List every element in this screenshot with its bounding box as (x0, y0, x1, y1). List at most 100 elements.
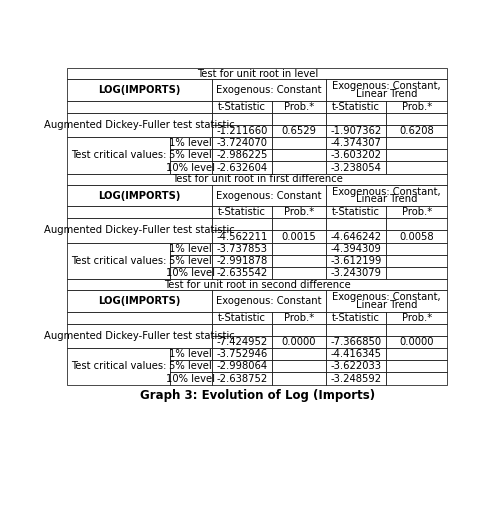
Text: Test for unit root in level: Test for unit root in level (196, 69, 317, 79)
Bar (325, 125, 386, 137)
Text: Exogenous: Constant: Exogenous: Constant (215, 191, 321, 201)
Bar (170, 161, 211, 173)
Text: 1% level: 1% level (169, 243, 212, 253)
Text: -1.907362: -1.907362 (330, 126, 381, 136)
Bar (272, 311, 325, 324)
Bar (325, 336, 386, 348)
Bar (386, 113, 446, 125)
Bar (67, 218, 211, 242)
Text: 5% level: 5% level (169, 256, 212, 266)
Bar (67, 113, 211, 137)
Text: -2.991878: -2.991878 (216, 256, 267, 266)
Bar (211, 324, 272, 336)
Text: Exogenous: Constant: Exogenous: Constant (215, 85, 321, 95)
Text: -2.998064: -2.998064 (216, 362, 267, 372)
Bar (272, 360, 325, 373)
Bar (170, 149, 211, 161)
Bar (211, 230, 272, 242)
Bar (325, 185, 446, 206)
Bar (211, 336, 272, 348)
Bar (211, 255, 272, 267)
Bar (325, 113, 386, 125)
Bar (211, 149, 272, 161)
Text: 0.6529: 0.6529 (281, 126, 316, 136)
Bar (211, 206, 272, 218)
Bar (272, 101, 325, 113)
Text: Prob.*: Prob.* (284, 313, 314, 323)
Text: 10% level: 10% level (166, 374, 215, 384)
Bar (386, 242, 446, 255)
Text: -7.366850: -7.366850 (330, 337, 381, 347)
Bar (211, 311, 272, 324)
Bar (272, 242, 325, 255)
Bar (325, 149, 386, 161)
Text: -2.635542: -2.635542 (216, 268, 267, 278)
Text: Linear Trend: Linear Trend (355, 89, 416, 99)
Bar (325, 206, 386, 218)
Text: Linear Trend: Linear Trend (355, 194, 416, 204)
Bar (386, 360, 446, 373)
Bar (386, 101, 446, 113)
Text: 10% level: 10% level (166, 162, 215, 172)
Text: Test for unit root in second difference: Test for unit root in second difference (163, 280, 350, 290)
Bar (272, 336, 325, 348)
Text: t-Statistic: t-Statistic (331, 313, 379, 323)
Text: 0.0000: 0.0000 (281, 337, 316, 347)
Bar (211, 161, 272, 173)
Bar (272, 206, 325, 218)
Text: Exogenous: Constant,: Exogenous: Constant, (331, 292, 440, 302)
Bar (67, 324, 211, 348)
Text: -4.646242: -4.646242 (330, 231, 381, 241)
Text: Augmented Dickey-Fuller test statistic: Augmented Dickey-Fuller test statistic (44, 120, 234, 130)
Bar (386, 125, 446, 137)
Bar (211, 373, 272, 385)
Bar (386, 373, 446, 385)
Text: -3.737853: -3.737853 (216, 243, 267, 253)
Text: -3.622033: -3.622033 (330, 362, 381, 372)
Bar (211, 137, 272, 149)
Bar (386, 324, 446, 336)
Bar (272, 125, 325, 137)
Text: t-Statistic: t-Statistic (331, 102, 379, 112)
Bar (211, 80, 325, 101)
Text: LOG(IMPORTS): LOG(IMPORTS) (98, 191, 180, 201)
Bar (211, 267, 272, 279)
Bar (67, 185, 211, 206)
Text: Exogenous: Constant,: Exogenous: Constant, (331, 82, 440, 92)
Text: Graph 3: Evolution of Log (Imports): Graph 3: Evolution of Log (Imports) (139, 389, 374, 402)
Bar (325, 161, 386, 173)
Text: -3.612199: -3.612199 (330, 256, 381, 266)
Text: t-Statistic: t-Statistic (217, 313, 266, 323)
Bar (211, 185, 325, 206)
Text: Prob.*: Prob.* (401, 207, 431, 217)
Bar (386, 348, 446, 360)
Bar (67, 311, 211, 324)
Bar (67, 348, 170, 385)
Bar (325, 373, 386, 385)
Bar (67, 279, 446, 290)
Bar (386, 149, 446, 161)
Text: Exogenous: Constant: Exogenous: Constant (215, 296, 321, 306)
Text: t-Statistic: t-Statistic (217, 207, 266, 217)
Bar (170, 348, 211, 360)
Text: -4.374307: -4.374307 (330, 138, 381, 148)
Bar (211, 218, 272, 230)
Text: Augmented Dickey-Fuller test statistic: Augmented Dickey-Fuller test statistic (44, 331, 234, 341)
Text: LOG(IMPORTS): LOG(IMPORTS) (98, 85, 180, 95)
Text: 10% level: 10% level (166, 268, 215, 278)
Bar (272, 324, 325, 336)
Bar (386, 206, 446, 218)
Bar (67, 290, 211, 311)
Bar (325, 360, 386, 373)
Bar (272, 137, 325, 149)
Text: Linear Trend: Linear Trend (355, 300, 416, 310)
Bar (325, 101, 386, 113)
Bar (325, 324, 386, 336)
Text: 5% level: 5% level (169, 362, 212, 372)
Bar (170, 242, 211, 255)
Text: -2.638752: -2.638752 (216, 374, 267, 384)
Text: -2.986225: -2.986225 (216, 150, 267, 160)
Bar (325, 255, 386, 267)
Text: Exogenous: Constant,: Exogenous: Constant, (331, 187, 440, 197)
Text: -1.211660: -1.211660 (216, 126, 267, 136)
